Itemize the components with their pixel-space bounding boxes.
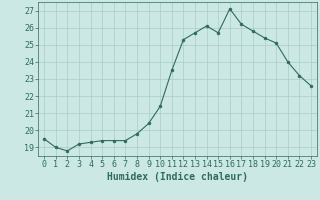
X-axis label: Humidex (Indice chaleur): Humidex (Indice chaleur) [107,172,248,182]
